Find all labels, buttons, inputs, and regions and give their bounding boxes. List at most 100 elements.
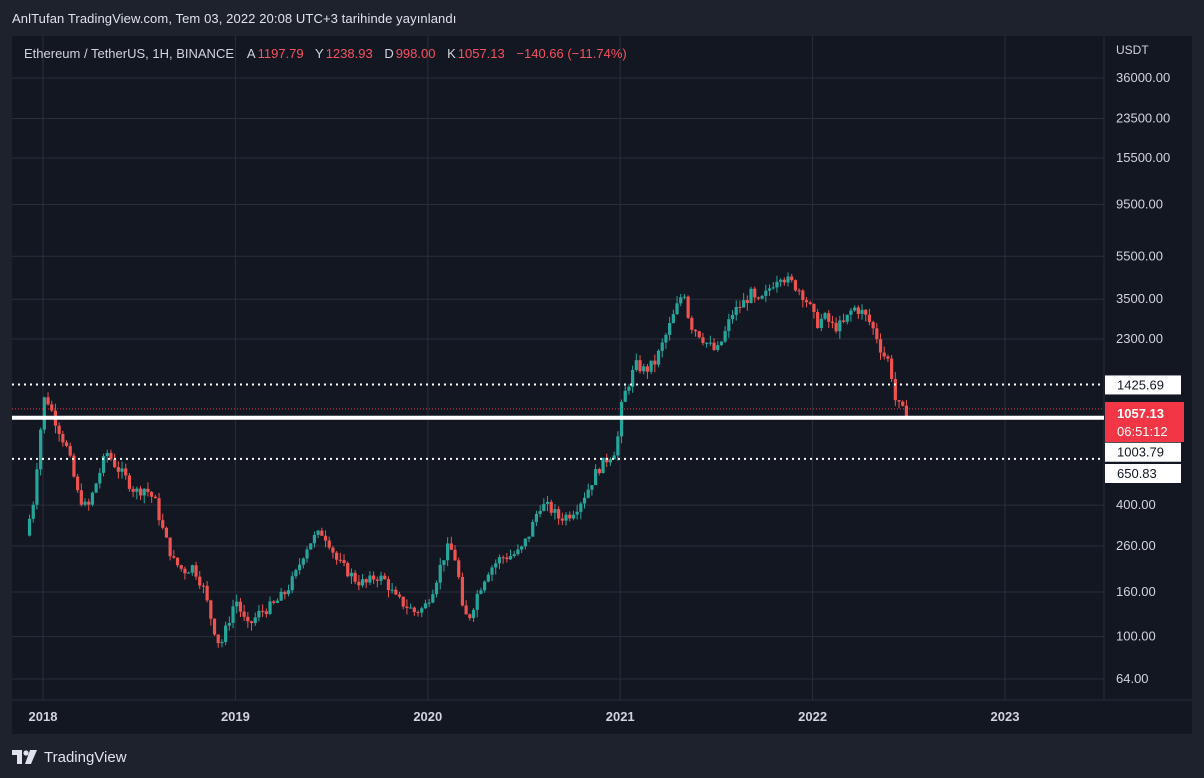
legend-close-label: K bbox=[447, 46, 456, 61]
legend-low-label: D bbox=[384, 46, 394, 61]
candle-body bbox=[183, 568, 187, 574]
candle-body bbox=[653, 360, 657, 365]
candle-body bbox=[886, 356, 890, 359]
candle-body bbox=[671, 314, 675, 324]
candle-body bbox=[113, 459, 117, 468]
candle-body bbox=[375, 579, 379, 581]
candle-body bbox=[753, 288, 757, 298]
candle-body bbox=[486, 574, 490, 582]
y-tick-label: 23500.00 bbox=[1116, 110, 1170, 125]
candle-body bbox=[656, 350, 661, 365]
candle-body bbox=[305, 549, 309, 559]
candle-body bbox=[642, 366, 646, 372]
candle-body bbox=[682, 296, 687, 298]
candle-body bbox=[864, 309, 868, 315]
candle-body bbox=[357, 581, 361, 586]
candle-body bbox=[712, 342, 716, 350]
y-tick-label: 5500.00 bbox=[1116, 248, 1163, 263]
candle-body bbox=[164, 527, 169, 538]
candle-body bbox=[220, 641, 224, 644]
legend-change: −140.66 (−11.74%) bbox=[516, 46, 627, 61]
candle-body bbox=[812, 303, 816, 313]
candle-body bbox=[767, 288, 772, 291]
candle-body bbox=[224, 625, 228, 642]
candle-body bbox=[235, 601, 239, 607]
candle-body bbox=[331, 547, 335, 553]
candle-body bbox=[286, 590, 291, 595]
candle-body bbox=[845, 314, 849, 322]
candle-body bbox=[35, 469, 39, 505]
candle-body bbox=[634, 360, 638, 370]
legend-close-value: 1057.13 bbox=[457, 46, 505, 61]
candles-group bbox=[27, 272, 909, 648]
candle-body bbox=[531, 521, 535, 537]
candle-body bbox=[575, 511, 579, 515]
candle-body bbox=[808, 302, 812, 304]
currency-label: USDT bbox=[1116, 43, 1149, 57]
candle-body bbox=[775, 281, 779, 288]
candle-body bbox=[42, 397, 46, 430]
candle-body bbox=[364, 579, 368, 583]
level-badge-label: 650.83 bbox=[1117, 466, 1157, 481]
candle-body bbox=[901, 401, 905, 406]
candle-body bbox=[135, 488, 139, 492]
x-tick-label: 2020 bbox=[413, 709, 442, 724]
candle-body bbox=[253, 617, 257, 624]
candle-body bbox=[701, 337, 705, 343]
candle-body bbox=[494, 563, 498, 568]
candle-body bbox=[264, 611, 268, 614]
candle-body bbox=[594, 469, 598, 486]
candle-body bbox=[727, 319, 731, 332]
candle-body bbox=[501, 557, 505, 559]
candle-body bbox=[50, 404, 54, 411]
candle-body bbox=[68, 445, 72, 456]
candle-body bbox=[194, 565, 198, 577]
candle-body bbox=[335, 552, 339, 560]
candle-body bbox=[730, 314, 735, 320]
candle-body bbox=[645, 366, 650, 372]
candle-body bbox=[849, 310, 853, 315]
publish-info: AnlTufan TradingView.com, Tem 03, 2022 2… bbox=[12, 11, 457, 26]
candle-body bbox=[878, 339, 883, 353]
legend-open-label: A bbox=[246, 46, 256, 61]
candle-body bbox=[790, 276, 794, 281]
candle-body bbox=[579, 503, 583, 512]
candle-body bbox=[497, 557, 502, 564]
candle-body bbox=[801, 290, 805, 301]
x-tick-label: 2019 bbox=[221, 709, 250, 724]
footer-brand: TradingView bbox=[44, 748, 127, 766]
candle-body bbox=[124, 468, 128, 476]
candle-body bbox=[834, 322, 838, 332]
candle-body bbox=[545, 501, 550, 504]
candle-body bbox=[460, 576, 465, 606]
candle-body bbox=[708, 342, 712, 344]
candle-body bbox=[890, 358, 894, 379]
candle-body bbox=[161, 520, 165, 528]
candle-body bbox=[39, 429, 43, 470]
candle-body bbox=[76, 476, 80, 491]
publish-bar: AnlTufan TradingView.com, Tem 03, 2022 2… bbox=[0, 0, 1204, 36]
candle-body bbox=[227, 622, 231, 626]
candle-body bbox=[660, 342, 664, 351]
candle-body bbox=[153, 496, 157, 499]
candle-body bbox=[320, 530, 324, 536]
candle-body bbox=[690, 317, 694, 330]
candle-body bbox=[301, 558, 305, 565]
candle-body bbox=[490, 567, 494, 575]
candle-body bbox=[841, 320, 846, 322]
candle-body bbox=[771, 287, 775, 289]
candle-body bbox=[72, 455, 76, 477]
candle-body bbox=[568, 514, 572, 519]
candle-body bbox=[475, 593, 479, 610]
candle-body bbox=[893, 378, 897, 401]
candle-body bbox=[734, 306, 738, 315]
candle-body bbox=[379, 575, 383, 581]
candle-body bbox=[793, 280, 798, 291]
candle-body bbox=[738, 306, 742, 308]
candle-body bbox=[623, 390, 627, 402]
candle-body bbox=[760, 295, 764, 299]
candle-body bbox=[409, 607, 413, 609]
candle-body bbox=[90, 492, 95, 505]
candle-body bbox=[586, 489, 590, 498]
